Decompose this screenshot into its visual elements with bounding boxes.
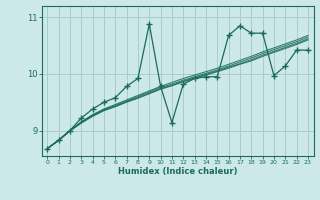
X-axis label: Humidex (Indice chaleur): Humidex (Indice chaleur) bbox=[118, 167, 237, 176]
